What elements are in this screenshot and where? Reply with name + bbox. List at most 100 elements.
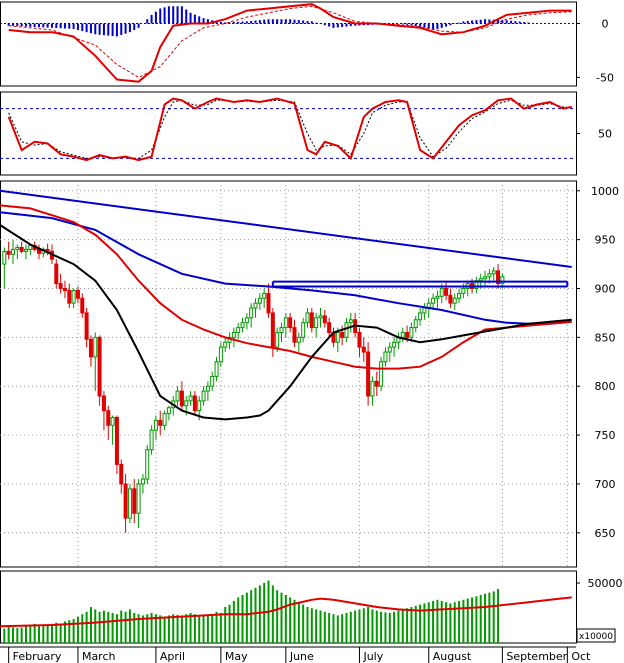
candle-body (132, 488, 137, 514)
candle-body (409, 327, 414, 338)
candle-body (266, 292, 271, 314)
candle-body (296, 336, 301, 343)
candle-body (201, 390, 206, 402)
candle-body (413, 319, 418, 329)
candle-body (149, 429, 154, 451)
candle-body (175, 390, 180, 402)
candle-body (231, 331, 236, 338)
macd-frame (0, 1, 577, 87)
candle-body (496, 270, 501, 285)
candle-body (88, 338, 93, 358)
candle-body (487, 273, 492, 278)
month-label-5: July (362, 650, 383, 663)
candle-body (478, 278, 483, 282)
candle-body (461, 287, 466, 294)
candle-body (405, 331, 410, 338)
candle-body (210, 375, 215, 387)
candle-body (145, 449, 150, 480)
candle-body (318, 315, 323, 319)
candle-body (214, 361, 219, 377)
candle-body (136, 483, 141, 514)
candle-body (192, 395, 197, 412)
price-tick-label-4: 800 (595, 380, 616, 393)
candle-body (439, 287, 444, 297)
candle-body (184, 400, 189, 407)
volume-unit-box (576, 628, 616, 643)
price-tick-label-6: 700 (595, 478, 616, 491)
price-tick-label-3: 850 (595, 331, 616, 344)
candle-body (15, 246, 20, 250)
candle-body (418, 312, 423, 321)
candle-body (166, 407, 171, 415)
candle-body (357, 331, 362, 348)
price-tick-label-7: 650 (595, 527, 616, 540)
candle-body (400, 331, 405, 338)
price-tick-label-1: 950 (595, 234, 616, 247)
candle-body (218, 346, 223, 363)
month-label-2: April (160, 650, 185, 663)
month-label-1: March (82, 650, 116, 663)
candle-body (435, 295, 440, 299)
month-label-7: September (506, 650, 567, 663)
candle-body (75, 289, 80, 299)
candle-body (344, 322, 349, 338)
candle-body (253, 302, 258, 309)
moving-average-mid-line (0, 211, 572, 325)
candle-body (249, 307, 254, 319)
candle-body (140, 478, 145, 485)
candle-body (244, 317, 249, 324)
candle-body (114, 416, 119, 465)
month-label-6: August (433, 650, 472, 663)
stochastic-k-line (7, 97, 572, 162)
candle-body (36, 248, 41, 254)
candle-body (101, 395, 106, 412)
candle-body (262, 292, 267, 299)
candle-body (71, 289, 76, 304)
candle-body (106, 410, 111, 426)
candle-body (292, 327, 297, 343)
candle-body (275, 331, 280, 348)
macd-tick-label-0: 0 (602, 18, 609, 31)
candle-body (179, 390, 184, 407)
candle-body (483, 276, 488, 280)
candle-body (392, 341, 397, 348)
candle-body (301, 322, 306, 338)
candle-body (322, 315, 327, 324)
candle-body (314, 317, 319, 329)
month-label-4: June (289, 650, 314, 663)
candle-body (6, 250, 11, 255)
month-label-0: February (13, 650, 62, 663)
candle-body (119, 463, 124, 485)
candle-body (448, 294, 453, 304)
candle-body (327, 322, 332, 333)
candle-body (431, 297, 436, 304)
candle-body (335, 331, 340, 343)
candle-body (361, 346, 366, 353)
candle-body (80, 297, 85, 314)
candle-body (283, 317, 288, 329)
candle-body (288, 317, 293, 329)
candle-body (123, 483, 128, 519)
stochastic-d-line (8, 99, 572, 159)
candle-body (162, 413, 167, 426)
candle-body (270, 312, 275, 348)
candle-body (23, 248, 28, 252)
moving-average-long-line (0, 189, 572, 268)
candle-body (374, 380, 379, 387)
candle-body (127, 488, 132, 519)
candle-body (348, 319, 353, 324)
candle-body (444, 287, 449, 296)
moving-average-black-line (0, 224, 572, 421)
candle-body (67, 289, 72, 304)
candle-body (54, 263, 59, 285)
volume-unit-label: x10000 (579, 632, 613, 642)
candle-body (370, 380, 375, 397)
candle-body (97, 336, 102, 397)
volume-tick-label-0: 50000 (588, 577, 623, 590)
price-frame (0, 180, 577, 568)
candle-body (188, 395, 193, 402)
candle-body (19, 246, 24, 252)
candle-body (84, 312, 89, 340)
